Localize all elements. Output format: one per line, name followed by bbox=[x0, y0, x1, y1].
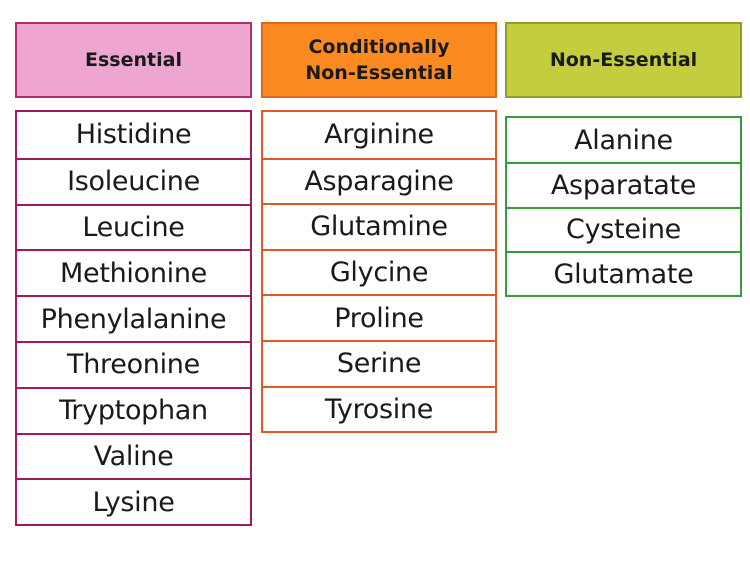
amino-acid: Tyrosine bbox=[263, 385, 495, 432]
amino-acid: Arginine bbox=[324, 119, 434, 151]
amino-acid: Valine bbox=[17, 432, 250, 479]
amino-acid: Glutamine bbox=[263, 203, 495, 249]
item-list: Histidine Isoleucine Leucine Methionine Phen… bbox=[15, 110, 252, 527]
column-header: Conditionally Non-Essential bbox=[261, 22, 497, 98]
amino-acid: Alanine bbox=[574, 124, 673, 156]
amino-acid: Asparagine bbox=[263, 157, 495, 204]
amino-acid: Isoleucine bbox=[17, 157, 250, 204]
amino-acid: Glutamate bbox=[507, 250, 740, 295]
column-header: Non-Essential bbox=[505, 22, 742, 98]
amino-acid: Serine bbox=[263, 339, 495, 386]
item-list: Alanine Asparatate Cysteine Glutamate bbox=[505, 116, 742, 298]
amino-acid: Threonine bbox=[17, 340, 250, 387]
amino-acid: Histidine bbox=[75, 119, 192, 151]
amino-acid: Lysine bbox=[17, 478, 250, 524]
amino-acid: Methionine bbox=[17, 249, 250, 295]
item-list: Arginine Asparagine Glutamine Glycine Prolin… bbox=[261, 110, 497, 434]
amino-acid: Tryptophan bbox=[17, 386, 250, 433]
amino-acid: Cysteine bbox=[507, 206, 740, 251]
amino-acid: Proline bbox=[263, 294, 495, 340]
amino-acid: Phenylalanine bbox=[17, 295, 250, 341]
amino-acid: Leucine bbox=[17, 203, 250, 250]
amino-acid: Asparatate bbox=[507, 162, 740, 206]
column-header: Essential bbox=[15, 22, 252, 98]
amino-acid: Glycine bbox=[263, 248, 495, 295]
